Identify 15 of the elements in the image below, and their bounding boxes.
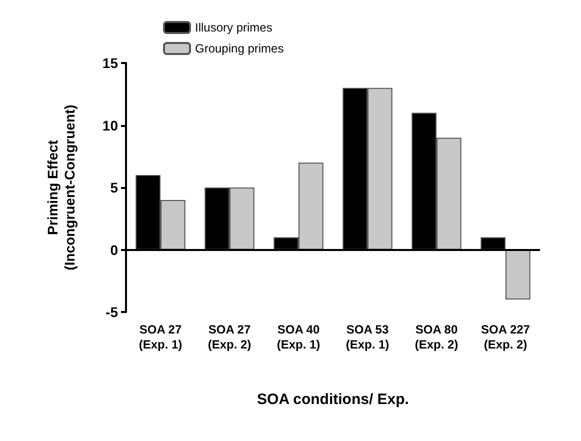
x-tick-label: SOA 40 (Exp. 1) bbox=[276, 322, 320, 352]
y-tick-label: -5 bbox=[106, 304, 118, 320]
y-axis-title: Priming Effect (Incongruent-Congruent) bbox=[44, 104, 78, 270]
y-tick-label: 15 bbox=[102, 55, 118, 71]
legend-label: Illusory primes bbox=[195, 20, 272, 34]
x-tick-label: SOA 80 (Exp. 2) bbox=[414, 322, 458, 352]
x-axis-title: SOA conditions/ Exp. bbox=[257, 391, 409, 408]
x-tick-label: SOA 53 (Exp. 1) bbox=[346, 322, 390, 352]
x-tick-label: SOA 27 (Exp. 1) bbox=[138, 322, 182, 352]
y-tick-label: 0 bbox=[110, 242, 118, 258]
y-tick-label: 5 bbox=[110, 180, 118, 196]
legend-label: Grouping primes bbox=[195, 42, 284, 56]
y-tick-label: 10 bbox=[102, 117, 118, 134]
x-tick-label: SOA 227 (Exp. 2) bbox=[481, 322, 530, 352]
x-tick-label: SOA 27 (Exp. 2) bbox=[208, 322, 252, 352]
